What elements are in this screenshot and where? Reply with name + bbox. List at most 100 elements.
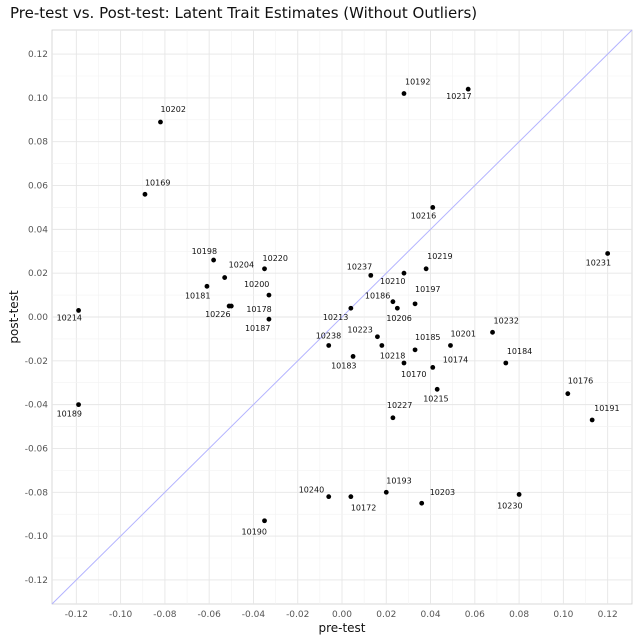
x-tick-label: -0.02 bbox=[286, 610, 309, 620]
point-label: 10189 bbox=[57, 410, 82, 419]
point-label: 10206 bbox=[386, 314, 411, 323]
data-point bbox=[419, 500, 425, 506]
x-tick-label: 0.02 bbox=[376, 610, 396, 620]
grid-lines bbox=[52, 30, 632, 604]
point-label: 10226 bbox=[205, 310, 230, 319]
x-tick-label: -0.04 bbox=[242, 610, 266, 620]
data-point bbox=[589, 417, 595, 423]
point-label: 10176 bbox=[568, 377, 593, 386]
reference-line-group bbox=[51, 29, 633, 605]
data-point bbox=[401, 91, 407, 96]
y-tick-label: 0.06 bbox=[28, 182, 48, 192]
y-tick-label: 0.02 bbox=[28, 269, 48, 279]
data-point bbox=[326, 494, 332, 500]
point-label: 10219 bbox=[427, 252, 452, 261]
point-label: 10237 bbox=[347, 262, 372, 271]
y-tick-label: -0.08 bbox=[25, 488, 49, 498]
data-point bbox=[222, 275, 228, 280]
point-label: 10223 bbox=[347, 326, 372, 335]
point-label: 10215 bbox=[423, 394, 448, 403]
data-point bbox=[375, 334, 380, 340]
x-tick-label: -0.06 bbox=[198, 610, 222, 620]
data-points bbox=[76, 86, 611, 524]
data-point bbox=[434, 386, 440, 392]
y-tick-label: -0.06 bbox=[25, 444, 49, 454]
data-point bbox=[326, 343, 332, 348]
point-label: 10192 bbox=[405, 78, 430, 87]
point-label: 10238 bbox=[316, 331, 341, 340]
point-label: 10214 bbox=[57, 313, 82, 322]
data-point bbox=[76, 402, 81, 408]
point-label: 10187 bbox=[245, 324, 270, 333]
point-label: 10178 bbox=[246, 305, 271, 314]
data-point bbox=[490, 329, 495, 335]
point-label: 10185 bbox=[415, 333, 440, 342]
data-point bbox=[348, 494, 354, 500]
point-label: 10217 bbox=[446, 92, 471, 101]
data-point bbox=[368, 272, 374, 278]
data-point bbox=[394, 305, 400, 311]
reference-line bbox=[51, 29, 633, 605]
y-tick-label: -0.10 bbox=[25, 532, 49, 542]
data-point bbox=[76, 308, 81, 313]
y-tick-label: 0.12 bbox=[28, 50, 48, 60]
data-point bbox=[401, 360, 407, 366]
chart-title: Pre-test vs. Post-test: Latent Trait Est… bbox=[10, 4, 478, 22]
data-point bbox=[390, 415, 396, 421]
x-tick-label: 0.00 bbox=[332, 610, 352, 620]
y-tick-label: 0.04 bbox=[28, 225, 48, 235]
point-label: 10183 bbox=[331, 361, 356, 370]
point-label: 10197 bbox=[415, 285, 440, 294]
data-point bbox=[516, 492, 522, 497]
point-label: 10231 bbox=[586, 258, 611, 267]
data-point bbox=[350, 354, 356, 359]
data-point bbox=[262, 266, 267, 272]
point-label: 10220 bbox=[263, 254, 288, 263]
x-tick-label: 0.10 bbox=[553, 610, 573, 620]
x-tick-label: -0.10 bbox=[109, 610, 133, 620]
x-tick-label: 0.08 bbox=[509, 610, 529, 620]
x-tick-label: 0.12 bbox=[598, 610, 618, 620]
data-point bbox=[503, 360, 509, 366]
x-tick-label: -0.12 bbox=[65, 610, 88, 620]
data-point bbox=[412, 301, 418, 307]
point-label: 10170 bbox=[401, 370, 426, 379]
tick-labels: -0.12 -0.10 -0.08 -0.06 -0.04 -0.02 0.00 0.02 0.… bbox=[25, 50, 618, 620]
point-label: 10232 bbox=[494, 316, 519, 325]
point-label: 10191 bbox=[594, 404, 619, 413]
point-label: 10186 bbox=[365, 292, 390, 301]
y-tick-label: 0.10 bbox=[28, 94, 48, 104]
point-label: 10174 bbox=[443, 355, 468, 364]
data-point bbox=[430, 364, 436, 370]
point-label: 10227 bbox=[387, 401, 412, 410]
data-point bbox=[348, 305, 354, 311]
data-point bbox=[465, 86, 471, 92]
point-label: 10202 bbox=[160, 105, 185, 114]
x-axis-title: pre-test bbox=[318, 621, 365, 635]
point-label: 10184 bbox=[507, 347, 532, 356]
point-label: 10216 bbox=[411, 211, 436, 220]
data-point bbox=[448, 343, 453, 348]
point-label: 10230 bbox=[497, 501, 522, 510]
point-label: 10201 bbox=[450, 329, 475, 338]
point-label: 10204 bbox=[229, 261, 254, 270]
y-axis-title: post-test bbox=[7, 290, 21, 344]
point-label: 10210 bbox=[380, 277, 405, 286]
point-label: 10193 bbox=[386, 476, 411, 485]
point-label: 10200 bbox=[244, 280, 269, 289]
point-label: 10198 bbox=[192, 247, 217, 256]
data-point bbox=[412, 347, 418, 353]
point-label: 10203 bbox=[430, 488, 455, 497]
data-point bbox=[430, 205, 436, 210]
point-label: 10240 bbox=[299, 486, 324, 495]
y-tick-label: -0.12 bbox=[25, 576, 48, 586]
point-labels: 10202 10169 10192 10217 10216 10198 10204 10181… bbox=[57, 78, 620, 537]
data-point bbox=[423, 266, 429, 272]
point-label: 10218 bbox=[380, 351, 405, 360]
point-label: 10169 bbox=[145, 178, 170, 187]
data-point bbox=[565, 391, 571, 397]
x-tick-label: 0.04 bbox=[421, 610, 441, 620]
y-tick-label: 0.00 bbox=[28, 313, 48, 323]
y-tick-label: -0.02 bbox=[25, 357, 48, 367]
